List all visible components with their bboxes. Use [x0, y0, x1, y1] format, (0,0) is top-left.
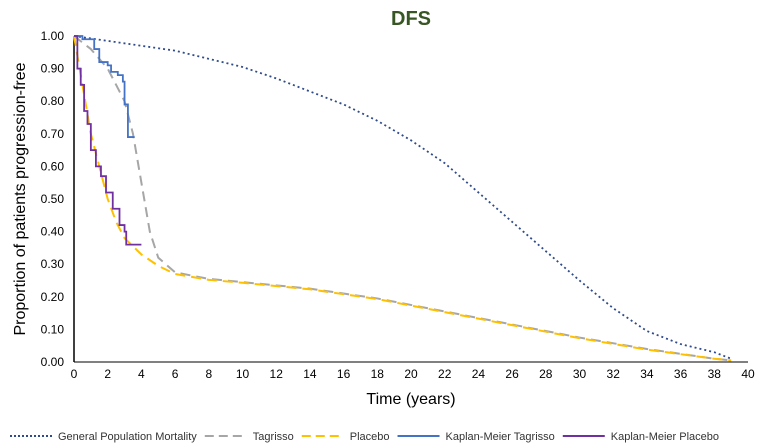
- y-tick-label: 0.90: [41, 62, 65, 76]
- x-tick-label: 16: [337, 367, 351, 381]
- legend-label: General Population Mortality: [58, 431, 197, 443]
- x-tick-label: 24: [472, 367, 486, 381]
- x-tick-label: 34: [640, 367, 654, 381]
- y-tick-label: 0.00: [41, 355, 65, 369]
- chart-title: DFS: [391, 8, 431, 30]
- x-tick-label: 18: [371, 367, 385, 381]
- legend-label: Placebo: [350, 431, 390, 443]
- x-tick-label: 28: [539, 367, 553, 381]
- y-tick-label: 0.70: [41, 127, 65, 141]
- x-tick-label: 0: [71, 367, 78, 381]
- series-line-kaplan-meier-placebo: [74, 35, 142, 246]
- x-tick-label: 22: [438, 367, 452, 381]
- x-tick-label: 8: [205, 367, 212, 381]
- legend-label: Kaplan-Meier Placebo: [611, 431, 719, 443]
- y-tick-label: 0.40: [41, 225, 65, 239]
- x-tick-label: 4: [138, 367, 145, 381]
- y-tick-label: 0.80: [41, 94, 65, 108]
- series-line-kaplan-meier-tagrisso: [74, 35, 135, 138]
- x-tick-label: 26: [505, 367, 519, 381]
- x-tick-label: 30: [573, 367, 587, 381]
- x-tick-label: 2: [104, 367, 111, 381]
- x-tick-label: 10: [236, 367, 250, 381]
- y-axis-label: Proportion of patients progression-free: [12, 62, 29, 335]
- x-tick-label: 36: [674, 367, 688, 381]
- x-tick-label: 40: [741, 367, 755, 381]
- legend-label: Kaplan-Meier Tagrisso: [446, 431, 555, 443]
- series-line-placebo: [73, 35, 732, 362]
- y-tick-label: 0.30: [41, 257, 65, 271]
- x-tick-label: 6: [172, 367, 179, 381]
- y-tick-label: 1.00: [41, 29, 65, 43]
- x-tick-label: 14: [303, 367, 317, 381]
- y-tick-label: 0.10: [41, 322, 65, 336]
- y-tick-label: 0.50: [41, 192, 65, 206]
- y-tick-label: 0.20: [41, 290, 65, 304]
- y-tick-label: 0.60: [41, 159, 65, 173]
- x-tick-label: 32: [607, 367, 621, 381]
- x-tick-label: 38: [708, 367, 722, 381]
- x-tick-label: 12: [270, 367, 284, 381]
- x-tick-label: 20: [404, 367, 418, 381]
- series-line-tagrisso: [73, 35, 732, 362]
- series-line-general-population-mortality: [73, 35, 732, 360]
- x-axis-label: Time (years): [366, 391, 455, 408]
- legend-label: Tagrisso: [253, 431, 294, 443]
